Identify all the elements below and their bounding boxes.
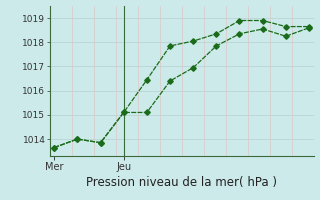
X-axis label: Pression niveau de la mer( hPa ): Pression niveau de la mer( hPa ) [86,176,277,189]
